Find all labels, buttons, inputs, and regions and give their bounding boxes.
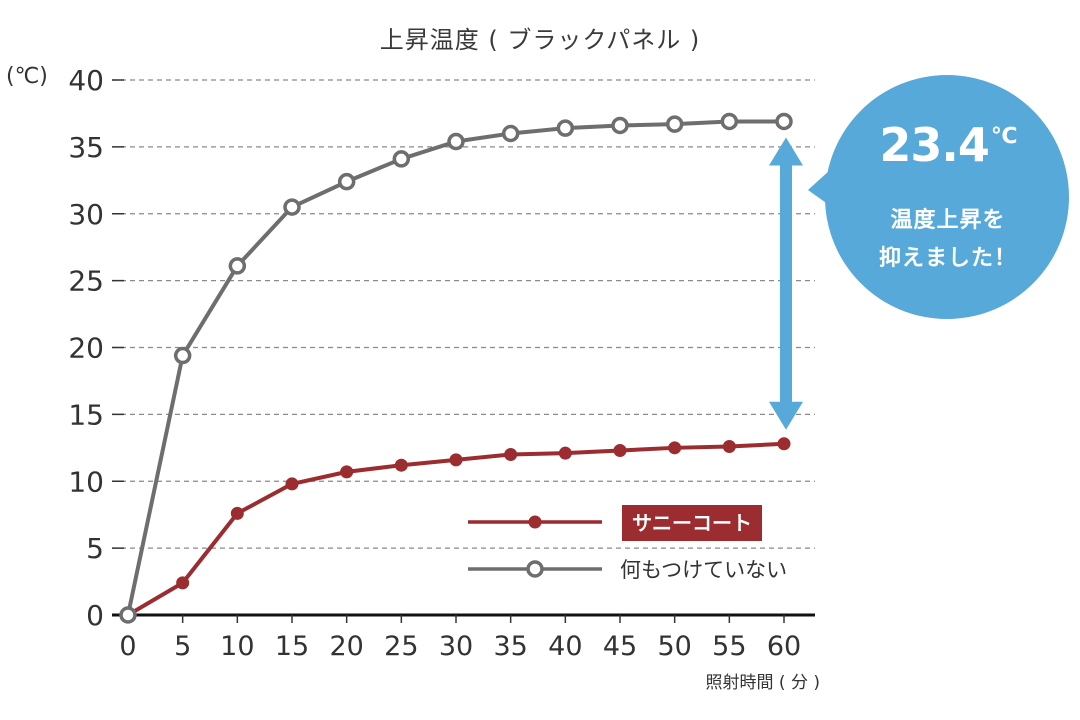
callout-value: 23.4℃: [848, 118, 1048, 172]
legend-label-untreated: 何もつけていない: [620, 558, 788, 582]
callout-unit: ℃: [990, 124, 1018, 149]
series-2-point: [337, 172, 356, 191]
series-2-point: [775, 112, 793, 131]
callout-number: 23.4: [879, 118, 989, 172]
series-1-point: [668, 441, 682, 455]
series-2-point: [173, 346, 192, 365]
x-tick-label: 60: [767, 631, 801, 662]
y-tick-label: 10: [68, 465, 104, 498]
series-2-point: [556, 119, 575, 137]
series-1-point: [558, 446, 572, 460]
series-1-point: [449, 453, 463, 467]
x-tick-label: 30: [439, 631, 473, 662]
x-tick-label: 25: [384, 631, 418, 662]
x-tick-label: 35: [493, 631, 527, 662]
x-tick-label: 0: [119, 631, 136, 662]
series-2-point: [283, 198, 301, 216]
series-1-point: [176, 576, 190, 590]
legend-label-sunny-coat: サニーコート: [622, 505, 762, 541]
x-tick-label: 40: [548, 631, 582, 662]
x-tick-label: 50: [657, 631, 691, 662]
callout-line-2: 抑えました！: [878, 246, 1017, 271]
difference-arrow-head-down: [769, 401, 803, 430]
chart-title: 上昇温度 ( ブラックパネル ): [379, 26, 701, 54]
series-2-point: [392, 150, 411, 168]
x-tick-label: 5: [174, 631, 191, 662]
y-tick-label: 15: [68, 398, 104, 431]
legend-swatch-marker-2: [526, 560, 544, 578]
y-tick-label: 5: [86, 532, 104, 565]
series-1-point: [613, 443, 627, 457]
callout-line-1: 温度上昇を: [890, 208, 1006, 233]
series-2-point: [447, 132, 465, 151]
series-2-point: [611, 116, 629, 135]
x-tick-label: 10: [220, 631, 254, 662]
series-2-point: [720, 112, 739, 131]
y-axis-unit: (℃): [6, 64, 48, 89]
series-1-point: [285, 477, 299, 491]
legend-swatch-marker-1: [528, 515, 542, 529]
x-tick-label: 20: [329, 631, 363, 662]
y-tick-label: 35: [68, 131, 104, 164]
x-tick-label: 45: [603, 631, 637, 662]
x-tick-label: 55: [712, 631, 746, 662]
y-tick-label: 25: [68, 265, 104, 298]
y-tick-label: 20: [68, 332, 104, 365]
series-2-point: [501, 124, 520, 143]
series-2-point: [228, 257, 247, 275]
difference-arrow-head-up: [769, 137, 803, 166]
series-2-point: [119, 606, 137, 624]
y-tick-label: 0: [86, 599, 104, 632]
series-1-point: [394, 458, 408, 472]
callout-pointer: [808, 170, 836, 210]
series-1-point: [230, 506, 244, 520]
y-tick-label: 30: [68, 198, 104, 231]
y-tick-label: 40: [68, 64, 104, 97]
callout-bubble: [825, 75, 1069, 319]
series-1-point: [340, 465, 354, 479]
series-1-point: [504, 448, 518, 461]
x-axis-label: 照射時間 ( 分 ): [705, 673, 820, 693]
series-2-point: [665, 115, 684, 133]
x-tick-label: 15: [275, 631, 309, 662]
series-1-point: [722, 439, 736, 453]
series-1-point: [777, 437, 791, 451]
